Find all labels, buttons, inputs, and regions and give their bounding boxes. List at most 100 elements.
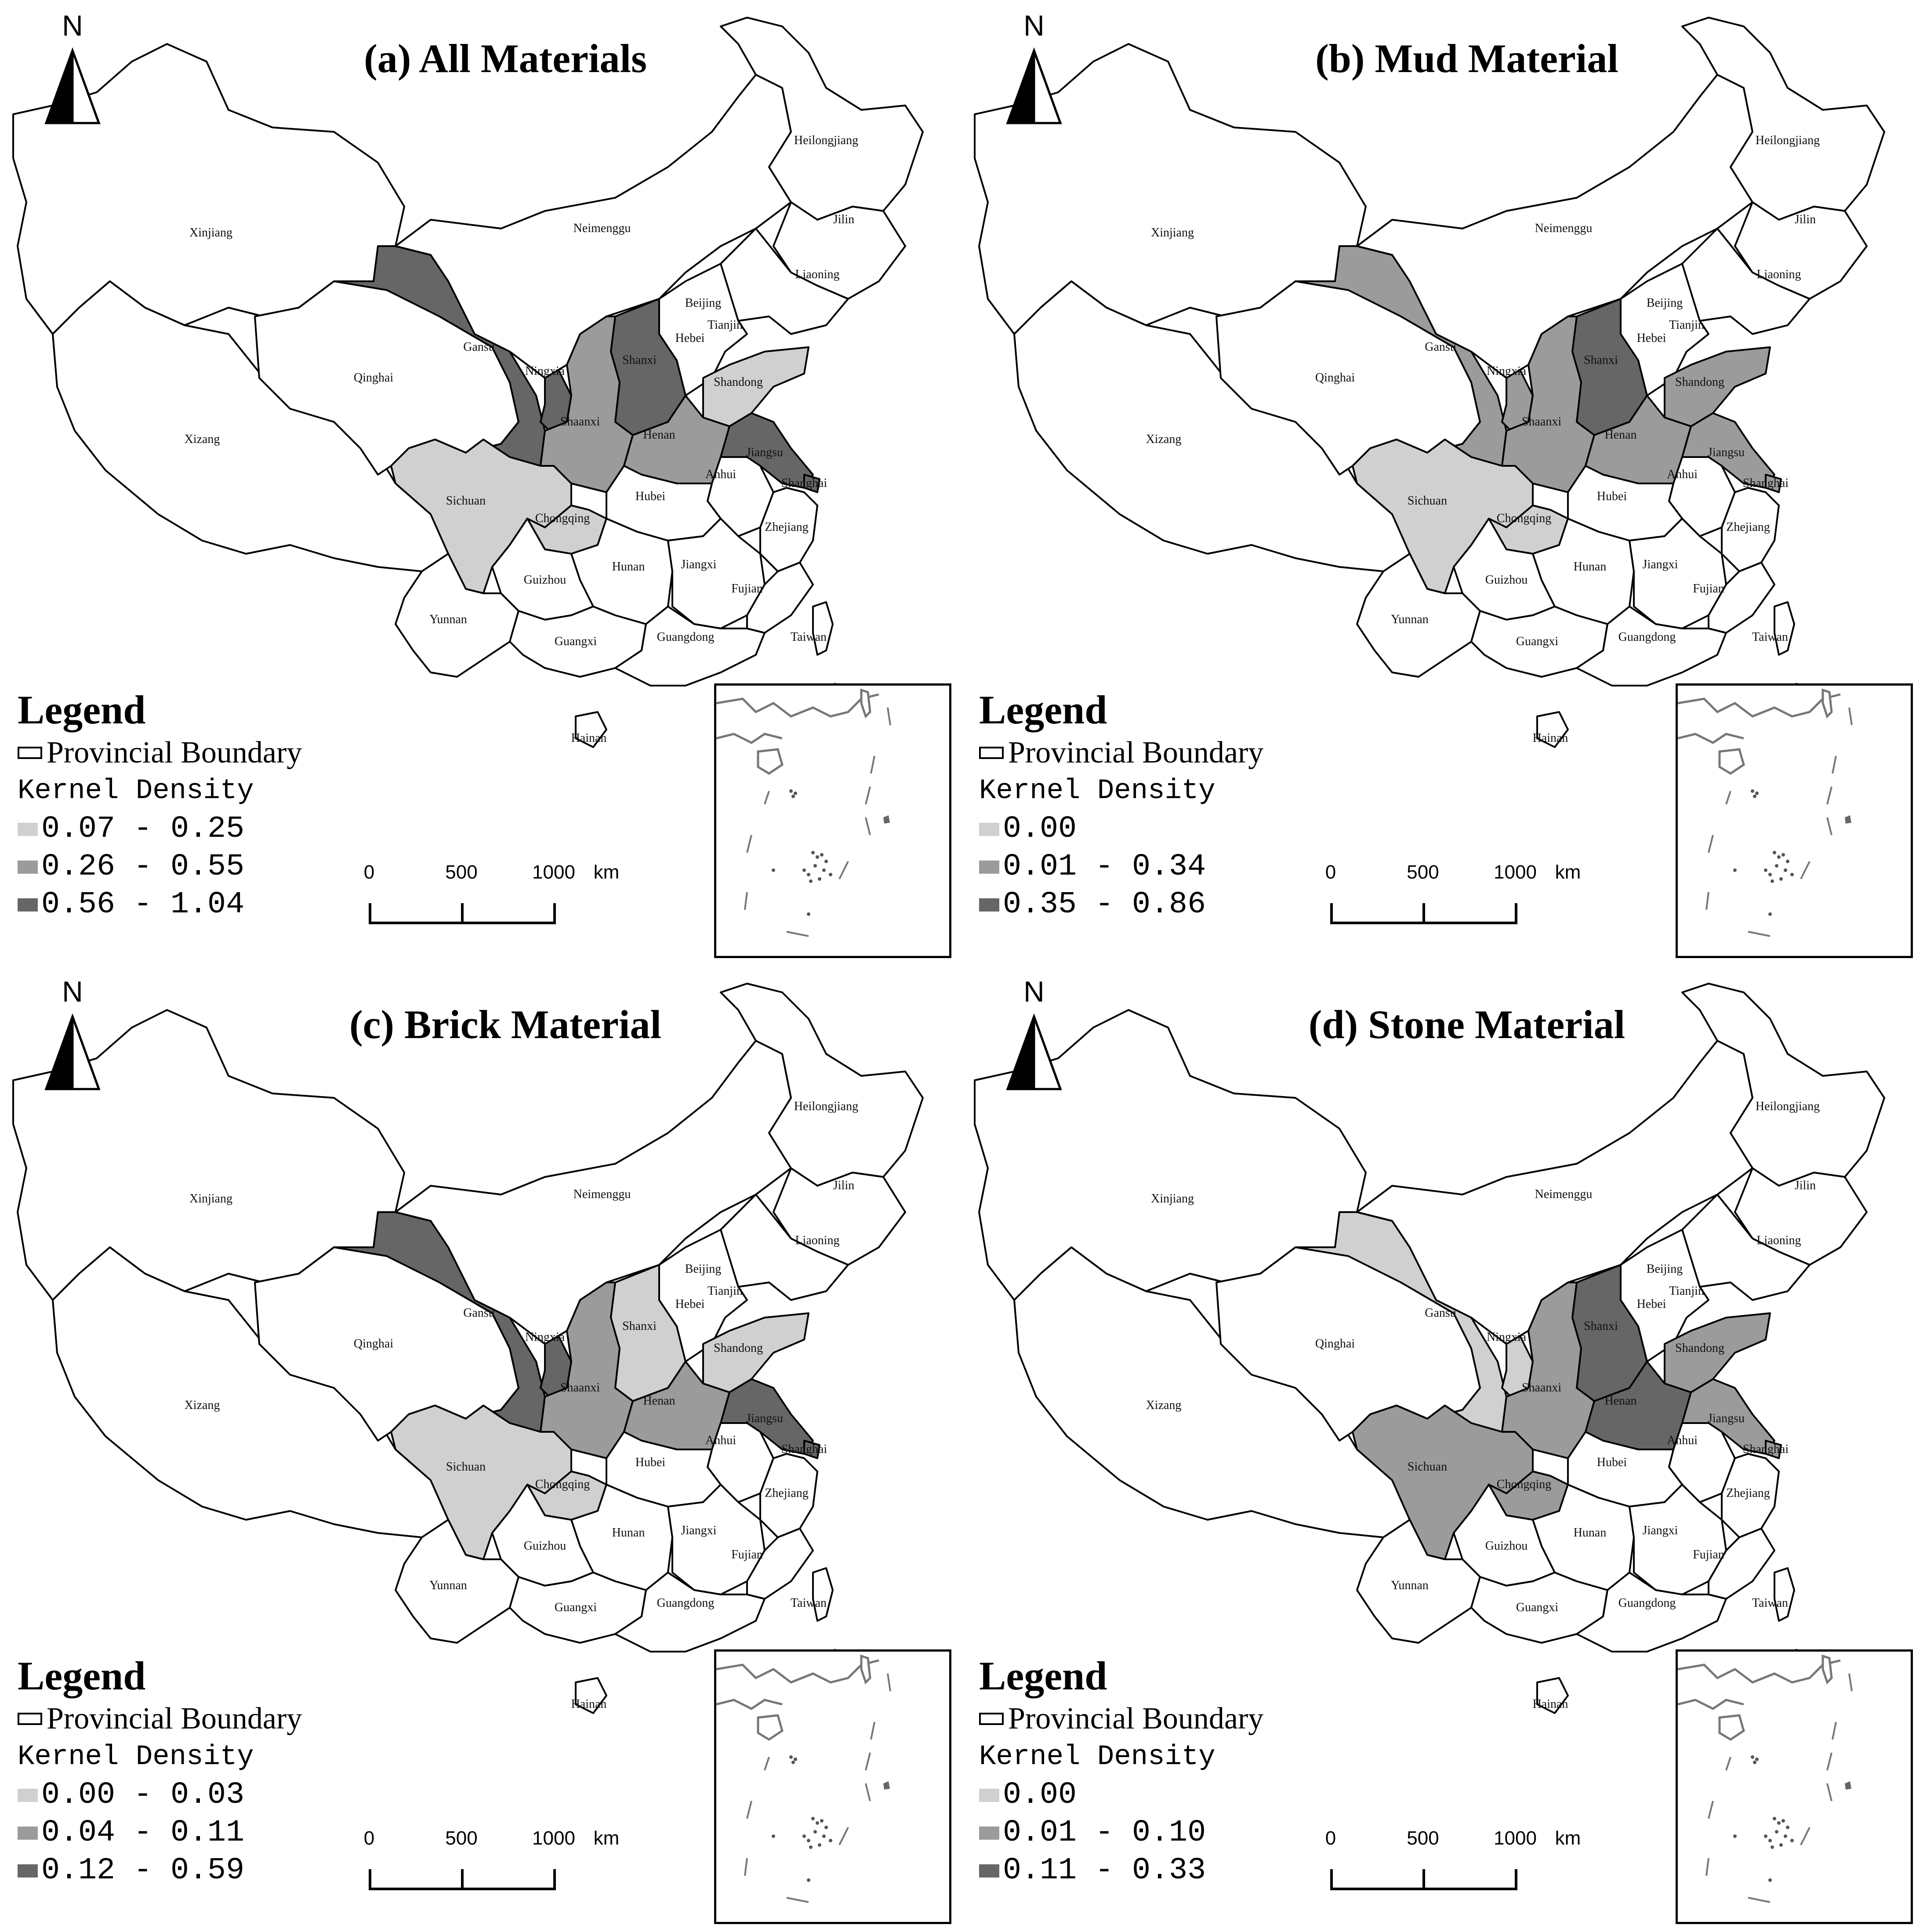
- legend-title: Legend: [979, 687, 1107, 732]
- province-label-liaoning: Liaoning: [1756, 268, 1801, 281]
- south-china-sea-inset: [1676, 683, 1913, 958]
- legend-density-heading: Kernel Density: [979, 775, 1215, 807]
- legend-class-row: 0.07 - 0.25: [18, 810, 369, 848]
- province-label-xizang: Xizang: [1146, 1398, 1182, 1412]
- legend-boundary-label: Provincial Boundary: [1008, 1702, 1264, 1736]
- province-label-gansu: Gansu: [463, 340, 495, 354]
- scale-unit: km: [593, 861, 620, 883]
- province-label-jilin: Jilin: [833, 213, 855, 226]
- legend-class-label: 0.12 - 0.59: [41, 1853, 245, 1888]
- legend-density-heading: Kernel Density: [18, 1741, 254, 1773]
- legend-swatch: [979, 1789, 999, 1802]
- province-label-jiangxi: Jiangxi: [681, 558, 717, 571]
- province-label-ningxia: Ningxia: [1486, 364, 1527, 378]
- legend-class-row: 0.56 - 1.04: [18, 886, 369, 924]
- scale-bar: 0 500 1000 km: [1322, 861, 1581, 949]
- province-label-xinjiang: Xinjiang: [189, 226, 232, 240]
- province-label-guangxi: Guangxi: [554, 1601, 597, 1614]
- province-label-zhejiang: Zhejiang: [765, 520, 809, 534]
- province-fujian: [1708, 562, 1775, 634]
- legend-class-label: 0.11 - 0.33: [1003, 1853, 1206, 1888]
- province-label-hainan: Hainan: [571, 1697, 607, 1711]
- china-map: [974, 17, 1885, 748]
- province-label-xizang: Xizang: [184, 1398, 220, 1412]
- north-label: N: [1023, 9, 1045, 42]
- province-label-ningxia: Ningxia: [525, 364, 565, 378]
- map-title: (d) Stone Material: [1308, 1002, 1625, 1047]
- province-label-tianjin: Tianjin: [1669, 318, 1704, 332]
- legend-class-label: 0.26 - 0.55: [41, 850, 245, 884]
- province-label-shanghai: Shanghai: [1742, 1442, 1789, 1456]
- legend-swatch: [18, 1789, 38, 1802]
- province-label-hunan: Hunan: [1573, 560, 1607, 574]
- legend-density-heading: Kernel Density: [18, 775, 254, 807]
- boundary-swatch: [18, 1713, 42, 1725]
- province-label-hubei: Hubei: [1596, 490, 1627, 503]
- province-label-qinghai: Qinghai: [353, 1337, 394, 1351]
- legend-swatch: [18, 1827, 38, 1840]
- legend-class-label: 0.07 - 0.25: [41, 812, 245, 846]
- province-label-yunnan: Yunnan: [1391, 613, 1429, 626]
- province-fujian: [1708, 1528, 1775, 1600]
- province-label-neimenggu: Neimenggu: [573, 222, 631, 235]
- china-map: [12, 983, 924, 1714]
- province-label-xinjiang: Xinjiang: [1151, 226, 1194, 240]
- scale-tick-500: 500: [1407, 1827, 1439, 1849]
- province-label-guangxi: Guangxi: [1516, 635, 1559, 648]
- province-label-shandong: Shandong: [1675, 1341, 1724, 1355]
- province-label-taiwan: Taiwan: [790, 630, 827, 644]
- province-label-jiangsu: Jiangsu: [746, 446, 783, 459]
- province-label-henan: Henan: [1604, 428, 1637, 442]
- province-label-guizhou: Guizhou: [523, 1539, 566, 1553]
- legend-class-label: 0.00 - 0.03: [41, 1778, 245, 1812]
- scale-unit: km: [1555, 861, 1581, 883]
- scale-tick-500: 500: [445, 861, 478, 883]
- boundary-swatch: [979, 1713, 1004, 1725]
- province-label-shanghai: Shanghai: [781, 476, 827, 490]
- province-label-qinghai: Qinghai: [1315, 371, 1355, 385]
- province-taiwan: [1774, 601, 1795, 656]
- legend-title: Legend: [18, 1653, 146, 1698]
- province-label-hubei: Hubei: [1596, 1456, 1627, 1469]
- south-china-sea-inset: [714, 683, 951, 958]
- legend-swatch: [18, 1864, 38, 1878]
- scale-tick-1000: 1000: [1494, 1827, 1537, 1849]
- province-label-taiwan: Taiwan: [790, 1596, 827, 1610]
- province-label-shandong: Shandong: [714, 1341, 763, 1355]
- scale-tick-0: 0: [1325, 861, 1336, 883]
- legend-class-row: 0.04 - 0.11: [18, 1814, 369, 1852]
- legend-class-label: 0.00: [1003, 1778, 1077, 1812]
- south-china-sea-inset: [714, 1649, 951, 1924]
- province-label-jilin: Jilin: [833, 1179, 855, 1192]
- province-hainan: [575, 711, 607, 748]
- scale-tick-0: 0: [363, 861, 375, 883]
- province-label-sichuan: Sichuan: [446, 1460, 486, 1474]
- legend-class-label: 0.04 - 0.11: [41, 1816, 245, 1850]
- province-label-ningxia: Ningxia: [525, 1330, 565, 1344]
- legend-class-label: 0.35 - 0.86: [1003, 887, 1206, 922]
- province-label-gansu: Gansu: [463, 1306, 495, 1320]
- province-label-gansu: Gansu: [1425, 340, 1456, 354]
- legend: Legend Provincial Boundary Kernel Density 0…: [979, 686, 1331, 924]
- province-label-fujian: Fujian: [1693, 1548, 1724, 1562]
- legend-swatch: [979, 861, 999, 874]
- province-label-hunan: Hunan: [612, 560, 645, 574]
- province-label-jiangxi: Jiangxi: [681, 1524, 717, 1537]
- province-jilin: [773, 1167, 906, 1266]
- province-label-hubei: Hubei: [635, 490, 666, 503]
- province-label-fujian: Fujian: [731, 582, 763, 596]
- map-title: (a) All Materials: [364, 36, 647, 81]
- province-label-guizhou: Guizhou: [1485, 573, 1528, 587]
- province-label-hainan: Hainan: [1532, 1697, 1568, 1711]
- province-label-zhejiang: Zhejiang: [1726, 1486, 1770, 1500]
- legend-boundary-row: Provincial Boundary: [979, 734, 1331, 772]
- province-label-beijing: Beijing: [685, 296, 722, 310]
- province-label-tianjin: Tianjin: [708, 318, 743, 332]
- province-label-hainan: Hainan: [571, 731, 607, 745]
- province-label-xizang: Xizang: [184, 432, 220, 446]
- province-label-yunnan: Yunnan: [1391, 1579, 1429, 1592]
- scale-unit: km: [593, 1827, 620, 1849]
- province-label-heilongjiang: Heilongjiang: [794, 1100, 859, 1113]
- legend-class-row: 0.35 - 0.86: [979, 886, 1331, 924]
- province-label-jiangsu: Jiangsu: [1708, 446, 1745, 459]
